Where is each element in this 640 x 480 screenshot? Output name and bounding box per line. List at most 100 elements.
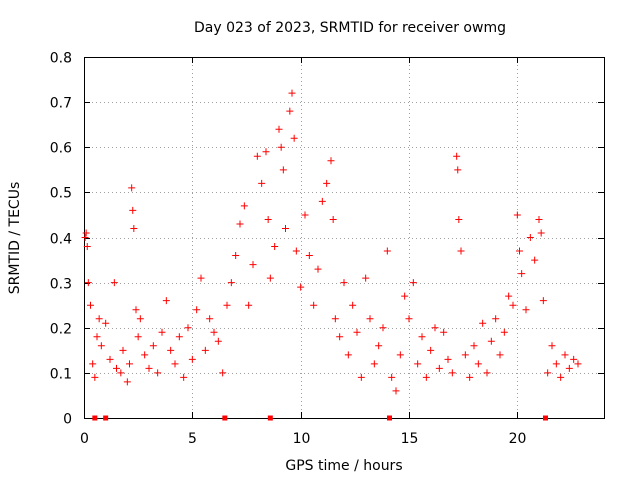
data-point xyxy=(496,351,504,359)
data-point xyxy=(305,252,313,260)
data-point xyxy=(509,301,517,309)
data-point xyxy=(106,355,114,363)
data-point xyxy=(126,360,133,368)
data-point xyxy=(539,297,547,305)
data-point xyxy=(91,373,99,381)
data-point xyxy=(167,346,175,354)
data-point xyxy=(379,324,387,332)
zero-marker xyxy=(387,415,392,421)
data-point xyxy=(97,342,105,350)
data-point xyxy=(440,328,448,336)
data-point xyxy=(141,351,149,359)
y-tick-label: 0.7 xyxy=(50,96,72,112)
data-point xyxy=(349,301,357,309)
data-point xyxy=(537,229,545,237)
data-point xyxy=(454,166,462,174)
data-point xyxy=(134,333,142,341)
data-point xyxy=(522,306,530,314)
data-point xyxy=(188,355,196,363)
data-point xyxy=(110,279,118,287)
data-point xyxy=(455,215,463,223)
y-tick-label: 0.8 xyxy=(50,51,72,67)
data-points xyxy=(81,89,582,395)
y-axis-label: SRMTID / TECUs xyxy=(7,182,23,295)
data-point xyxy=(500,328,508,336)
data-point xyxy=(548,342,556,350)
data-point xyxy=(479,319,487,327)
data-point xyxy=(136,315,144,323)
data-point xyxy=(518,270,526,278)
data-point xyxy=(258,179,266,187)
data-point xyxy=(84,279,92,287)
data-point xyxy=(396,351,404,359)
data-point xyxy=(318,197,326,205)
data-point xyxy=(83,243,91,251)
data-point xyxy=(457,247,465,255)
data-point xyxy=(331,315,339,323)
data-point xyxy=(526,234,534,241)
data-point xyxy=(448,369,456,377)
data-point xyxy=(340,279,348,287)
data-point xyxy=(262,148,270,156)
data-point xyxy=(171,360,179,368)
data-point xyxy=(117,369,125,377)
zero-marker xyxy=(543,415,548,421)
y-tick-label: 0.3 xyxy=(50,277,72,293)
data-point xyxy=(95,315,103,323)
data-point xyxy=(552,360,560,368)
data-point xyxy=(275,125,283,133)
data-point xyxy=(401,292,409,300)
data-point xyxy=(362,274,370,282)
y-tick-label: 0.2 xyxy=(50,322,72,338)
data-point xyxy=(89,360,97,368)
data-point xyxy=(290,134,298,142)
data-point xyxy=(431,324,439,332)
y-tick-label: 0 xyxy=(63,412,72,428)
data-point xyxy=(128,184,136,192)
data-point xyxy=(282,224,289,232)
zero-marker xyxy=(103,415,109,421)
data-point xyxy=(297,283,305,291)
data-point xyxy=(323,179,331,187)
data-point xyxy=(327,157,335,165)
data-point xyxy=(113,364,120,372)
x-tick-label: 0 xyxy=(80,431,89,447)
data-point xyxy=(193,306,201,314)
x-axis: 0 5 10 15 20 xyxy=(80,57,526,447)
x-tick-label: 15 xyxy=(401,431,419,447)
data-point xyxy=(570,355,578,363)
data-point xyxy=(132,306,140,314)
data-point xyxy=(383,247,391,255)
data-point xyxy=(245,301,253,309)
data-point xyxy=(422,373,430,381)
data-point xyxy=(461,351,469,359)
data-point xyxy=(505,292,513,300)
data-point xyxy=(82,229,90,237)
data-point xyxy=(375,342,383,350)
data-point xyxy=(81,234,89,241)
data-point xyxy=(414,360,422,368)
data-point xyxy=(158,328,166,336)
data-point xyxy=(123,378,131,386)
data-point xyxy=(409,279,417,287)
data-point xyxy=(353,328,361,336)
data-point xyxy=(574,360,582,368)
data-point xyxy=(301,211,309,219)
data-point xyxy=(392,387,400,395)
data-point xyxy=(453,152,461,160)
data-point xyxy=(405,315,413,323)
data-point xyxy=(561,351,569,359)
data-point xyxy=(544,369,552,377)
data-point xyxy=(197,274,205,282)
y-tick-label: 0.6 xyxy=(50,141,72,157)
data-point xyxy=(227,279,235,287)
data-point xyxy=(210,328,218,336)
x-tick-label: 10 xyxy=(293,431,311,447)
data-point xyxy=(129,206,137,214)
data-point xyxy=(344,351,352,359)
data-point xyxy=(535,215,543,223)
data-point xyxy=(145,364,153,372)
data-point xyxy=(310,301,318,309)
y-tick-label: 0.5 xyxy=(50,186,72,202)
